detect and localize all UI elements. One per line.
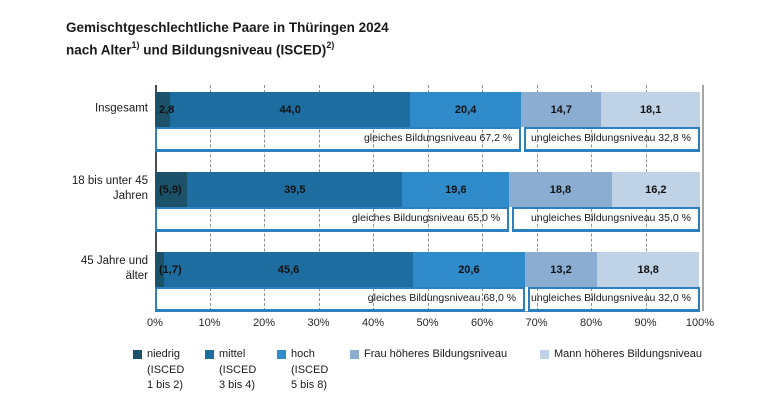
legend-item: Mann höheres Bildungsniveau (540, 347, 702, 363)
x-tick-label: 30% (307, 317, 330, 329)
legend-label: hoch (ISCED 5 bis 8) (291, 348, 329, 391)
x-tick-label: 70% (525, 317, 548, 329)
annotation-strip: gleiches Bildungsniveau 68,0 % ungleiches… (155, 287, 700, 312)
segment-value-label: 14,7 (550, 103, 572, 116)
legend-label: Frau höheres Bildungsniveau (364, 348, 508, 360)
segment-value-label: 20,6 (458, 263, 480, 276)
chart-title-line2-text2: und Bildungsniveau (ISCED) (139, 42, 327, 58)
legend: niedrig (ISCED 1 bis 2) mittel (ISCED 3 b… (0, 347, 762, 400)
bar-segment-5: 16,2 (611, 172, 700, 207)
bar-segment-4: 13,2 (525, 252, 597, 287)
x-tick-label: 10% (198, 317, 221, 329)
chart-title-line2: nach Alter1) und Bildungsniveau (ISCED)2… (66, 37, 389, 60)
stacked-bar: (5,9) 39,5 19,6 18,8 16,2 (155, 172, 700, 207)
bar-segment-4: 14,7 (521, 92, 602, 127)
bar-segment-5: 18,1 (601, 92, 700, 127)
segment-value-label: 2,8 (159, 103, 175, 116)
chart-title-line2-text: nach Alter (66, 42, 132, 58)
bar-segment-2: 44,0 (170, 92, 411, 127)
legend-label: Mann höheres Bildungsniveau (554, 348, 702, 360)
ungleiches-bildungsniveau-box: ungleiches Bildungsniveau 32,0 % (528, 287, 700, 312)
x-axis-ticks: 0% 10% 20% 30% 40% 50% 60% 70% 80% 90% 100% (147, 317, 714, 331)
category-label: 45 Jahre und älter (80, 255, 148, 282)
legend-marker (133, 350, 142, 359)
bar-row: (1,7) 45,6 20,6 13,2 18,8 gleiches Bildungsni… (155, 252, 700, 312)
bar-segment-1: 2,8 (155, 92, 174, 127)
legend-marker (540, 350, 549, 359)
segment-value-label: (1,7) (159, 263, 182, 276)
segment-value-label: 45,6 (277, 263, 300, 276)
bar-row: 2,8 44,0 20,4 14,7 18,1 gleiches Bildungsnive… (155, 92, 700, 152)
bar-segment-1: (1,7) (155, 252, 182, 287)
segment-value-label: 20,4 (454, 103, 477, 116)
x-tick-label: 90% (634, 317, 657, 329)
x-tick-label: 20% (252, 317, 276, 329)
segment-value-label: 44,0 (279, 103, 301, 116)
segment-value-label: 18,1 (639, 103, 662, 116)
x-tick-label: 50% (416, 317, 439, 329)
segment-value-label: 16,2 (645, 183, 667, 196)
segment-value-label: 39,5 (284, 183, 306, 196)
chart-title-line1: Gemischtgeschlechtliche Paare in Thüring… (66, 20, 389, 35)
legend-item: niedrig (ISCED 1 bis 2) (133, 347, 184, 394)
bar-segment-2: 39,5 (187, 172, 403, 207)
bar-segment-4: 18,8 (509, 172, 612, 207)
footnote-marker-1: 1) (131, 40, 140, 50)
gleiches-bildungsniveau-box: gleiches Bildungsniveau 67,2 % (155, 127, 522, 152)
x-tick-label: 100% (685, 317, 715, 329)
ungleiches-bildungsniveau-box: ungleiches Bildungsniveau 32,8 % (524, 127, 700, 152)
bar-segment-1: (5,9) (155, 172, 188, 207)
bar-segment-3: 20,6 (412, 252, 526, 287)
legend-item: Frau höheres Bildungsniveau (350, 347, 507, 363)
legend-label: mittel (ISCED 3 bis 4) (219, 348, 257, 391)
segment-value-label: (5,9) (159, 183, 182, 196)
bar-segment-5: 18,8 (596, 252, 700, 287)
segment-value-label: 18,8 (637, 263, 659, 276)
legend-marker (277, 350, 286, 359)
x-tick-label: 80% (579, 317, 603, 329)
segment-value-label: 13,2 (550, 263, 572, 276)
bar-segment-3: 19,6 (402, 172, 510, 207)
category-label: 18 bis unter 45 Jahren (71, 175, 148, 202)
segment-value-label: 19,6 (445, 183, 467, 196)
bar-segment-3: 20,4 (410, 92, 522, 127)
ungleiches-bildungsniveau-box: ungleiches Bildungsniveau 35,0 % (512, 207, 700, 232)
legend-marker (205, 350, 214, 359)
x-tick-label: 0% (147, 317, 163, 329)
stacked-bar: 2,8 44,0 20,4 14,7 18,1 (155, 92, 700, 127)
legend-marker (350, 350, 359, 359)
x-tick-label: 60% (470, 317, 494, 329)
segment-value-label: 18,8 (549, 183, 572, 196)
gleiches-bildungsniveau-box: gleiches Bildungsniveau 68,0 % (155, 287, 526, 312)
annotation-strip: gleiches Bildungsniveau 65,0 % ungleiches… (155, 207, 700, 232)
legend-item: mittel (ISCED 3 bis 4) (205, 347, 256, 394)
x-tick-label: 40% (361, 317, 385, 329)
bar-row: (5,9) 39,5 19,6 18,8 16,2 gleiches Bildungsni… (155, 172, 700, 232)
bar-segment-2: 45,6 (164, 252, 413, 287)
stacked-bar: (1,7) 45,6 20,6 13,2 18,8 (155, 252, 700, 287)
gleiches-bildungsniveau-box: gleiches Bildungsniveau 65,0 % (155, 207, 510, 232)
chart-title: Gemischtgeschlechtliche Paare in Thüring… (66, 18, 389, 60)
annotation-strip: gleiches Bildungsniveau 67,2 % ungleiches… (155, 127, 700, 152)
category-label: Insgesamt (94, 102, 148, 115)
legend-label: niedrig (ISCED 1 bis 2) (147, 348, 185, 391)
plot-right-border (702, 85, 704, 311)
legend-item: hoch (ISCED 5 bis 8) (277, 347, 328, 394)
footnote-marker-2: 2) (326, 40, 335, 50)
plot-area: 2,8 44,0 20,4 14,7 18,1 gleiches Bildungsnive… (155, 85, 704, 312)
